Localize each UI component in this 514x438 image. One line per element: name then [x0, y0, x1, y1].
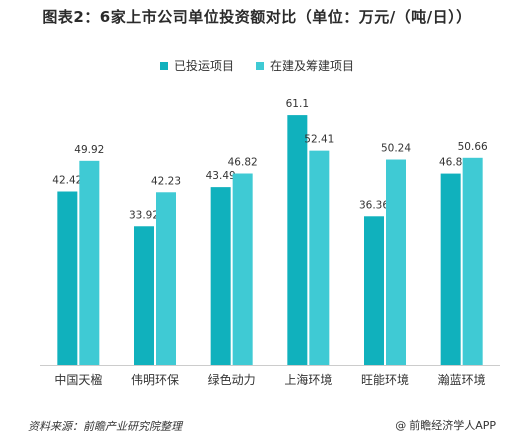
bar-2-2: [156, 192, 176, 365]
bar-1-5: [364, 216, 384, 365]
bar-1-4: [287, 115, 308, 365]
value-label-2-6: 50.66: [458, 141, 488, 153]
bar-2-5: [386, 159, 406, 365]
bar-1-2: [134, 226, 154, 365]
bar-2-6: [462, 157, 483, 365]
legend-label-series-1: 已投运项目: [173, 59, 234, 73]
value-label-2-3: 46.82: [228, 157, 258, 169]
value-label-1-4: 61.1: [286, 98, 309, 110]
legend-swatch-series-1: [159, 61, 168, 70]
category-label-5: 旺能环境: [361, 372, 409, 387]
legend-item-series-2: 在建及筹建项目: [256, 57, 354, 74]
value-label-1-1: 42.42: [52, 175, 82, 187]
bar-2-4: [309, 150, 330, 365]
bar-2-3: [232, 173, 253, 365]
bar-1-1: [57, 191, 78, 365]
at-icon: @: [395, 418, 407, 432]
legend-label-series-2: 在建及筹建项目: [270, 59, 355, 73]
credit-text: 前瞻经济学人APP: [409, 419, 496, 432]
value-label-2-4: 52.41: [304, 134, 334, 146]
value-label-2-2: 42.23: [151, 175, 181, 187]
value-label-2-5: 50.24: [381, 143, 411, 155]
source-note: 资料来源：前瞻产业研究院整理: [28, 420, 182, 433]
legend-item-series-1: 已投运项目: [159, 57, 234, 74]
category-label-4: 上海环境: [284, 372, 332, 387]
value-label-1-6: 46.8: [439, 157, 462, 169]
category-label-3: 绿色动力: [208, 372, 256, 387]
bar-1-6: [440, 173, 461, 365]
value-label-1-5: 36.36: [359, 199, 389, 211]
legend-swatch-series-2: [256, 61, 264, 70]
category-label-6: 瀚蓝环境: [438, 372, 486, 387]
legend: 已投运项目 在建及筹建项目: [0, 57, 514, 74]
bar-2-1: [79, 160, 100, 365]
credit: @ 前瞻经济学人APP: [395, 417, 496, 433]
value-label-1-3: 43.49: [206, 170, 236, 182]
category-label-2: 伟明环保: [131, 373, 179, 387]
chart-title: 图表2：6家上市公司单位投资额对比（单位：万元/（吨/日））: [42, 8, 472, 26]
bar-1-3: [210, 187, 231, 365]
value-label-1-2: 33.92: [129, 209, 159, 221]
value-label-2-1: 49.92: [74, 144, 104, 156]
category-label-1: 中国天楹: [54, 372, 102, 387]
